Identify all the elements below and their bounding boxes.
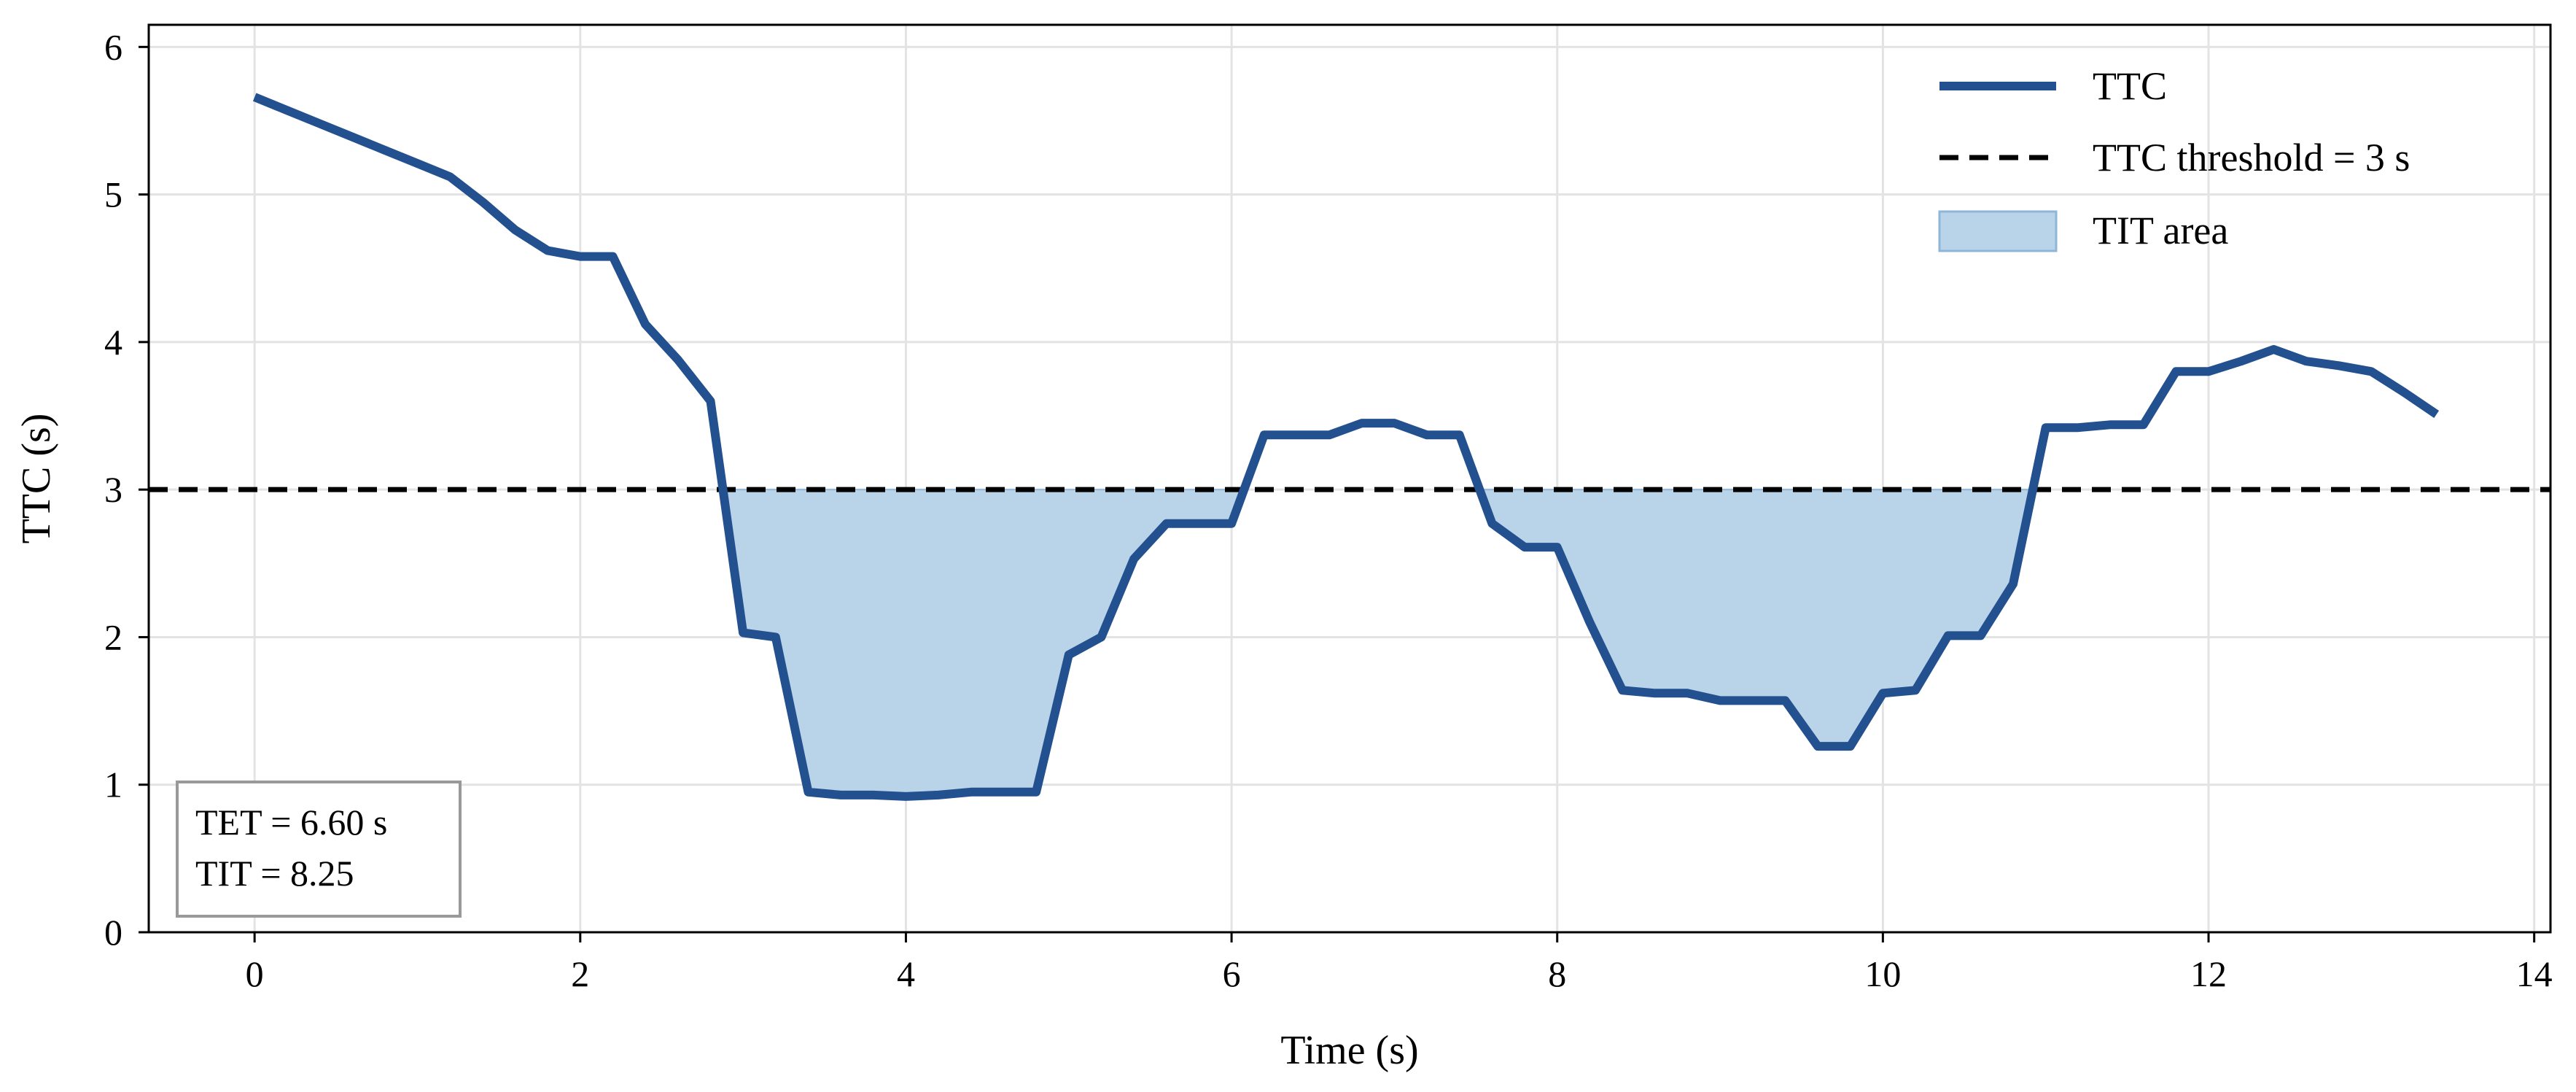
legend: TTC TTC threshold = 3 s TIT area xyxy=(1938,64,2410,252)
ttc-line-group xyxy=(252,93,2440,801)
y-tick-label: 6 xyxy=(104,26,122,67)
x-tick-label: 2 xyxy=(571,953,589,994)
x-tick-label: 0 xyxy=(246,953,264,994)
x-axis-label: Time (s) xyxy=(1280,1028,1418,1073)
legend-threshold-label: TTC threshold = 3 s xyxy=(2093,136,2410,179)
plot-frame xyxy=(147,23,2552,934)
y-tick-label: 3 xyxy=(104,469,122,510)
y-tick-label: 2 xyxy=(104,616,122,657)
y-tick-label: 0 xyxy=(104,912,122,953)
x-tick-label: 10 xyxy=(1864,953,1901,994)
x-tick-label: 12 xyxy=(2190,953,2227,994)
x-tick-label: 14 xyxy=(2516,953,2553,994)
y-tick-label: 4 xyxy=(104,322,122,363)
legend-tit-swatch xyxy=(1938,210,2058,252)
legend-tit-label: TIT area xyxy=(2093,209,2228,252)
legend-ttc-label: TTC xyxy=(2093,64,2167,108)
x-tick-label: 8 xyxy=(1548,953,1566,994)
x-tick-label: 6 xyxy=(1223,953,1241,994)
metrics-annotation: TET = 6.60 s TIT = 8.25 xyxy=(176,781,462,918)
y-tick-label: 1 xyxy=(104,764,122,805)
annotation-box xyxy=(176,781,462,918)
x-tick-label: 4 xyxy=(897,953,915,994)
annotation-tit: TIT = 8.25 xyxy=(195,853,354,894)
ttc-line xyxy=(252,93,2440,801)
annotation-tet: TET = 6.60 s xyxy=(195,802,387,843)
y-axis-label: TTC (s) xyxy=(14,414,59,544)
y-tick-label: 5 xyxy=(104,174,122,215)
